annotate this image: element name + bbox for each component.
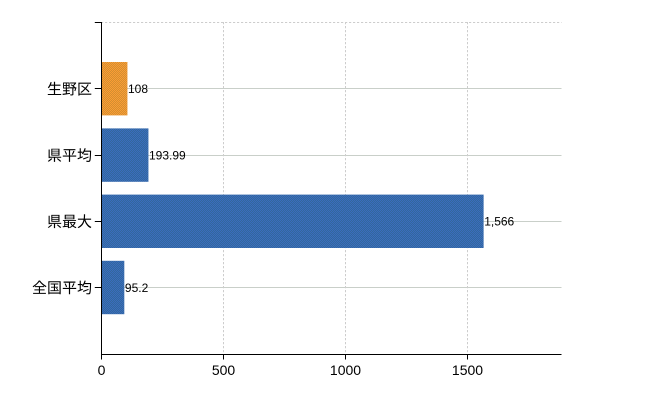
svg-text:193.99: 193.99 [149, 148, 186, 162]
svg-text:1,566: 1,566 [484, 215, 514, 229]
svg-text:0: 0 [98, 362, 106, 378]
svg-text:95.2: 95.2 [125, 281, 149, 295]
svg-text:500: 500 [212, 362, 236, 378]
svg-text:1000: 1000 [330, 362, 361, 378]
svg-text:108: 108 [128, 82, 148, 96]
svg-text:1500: 1500 [452, 362, 483, 378]
